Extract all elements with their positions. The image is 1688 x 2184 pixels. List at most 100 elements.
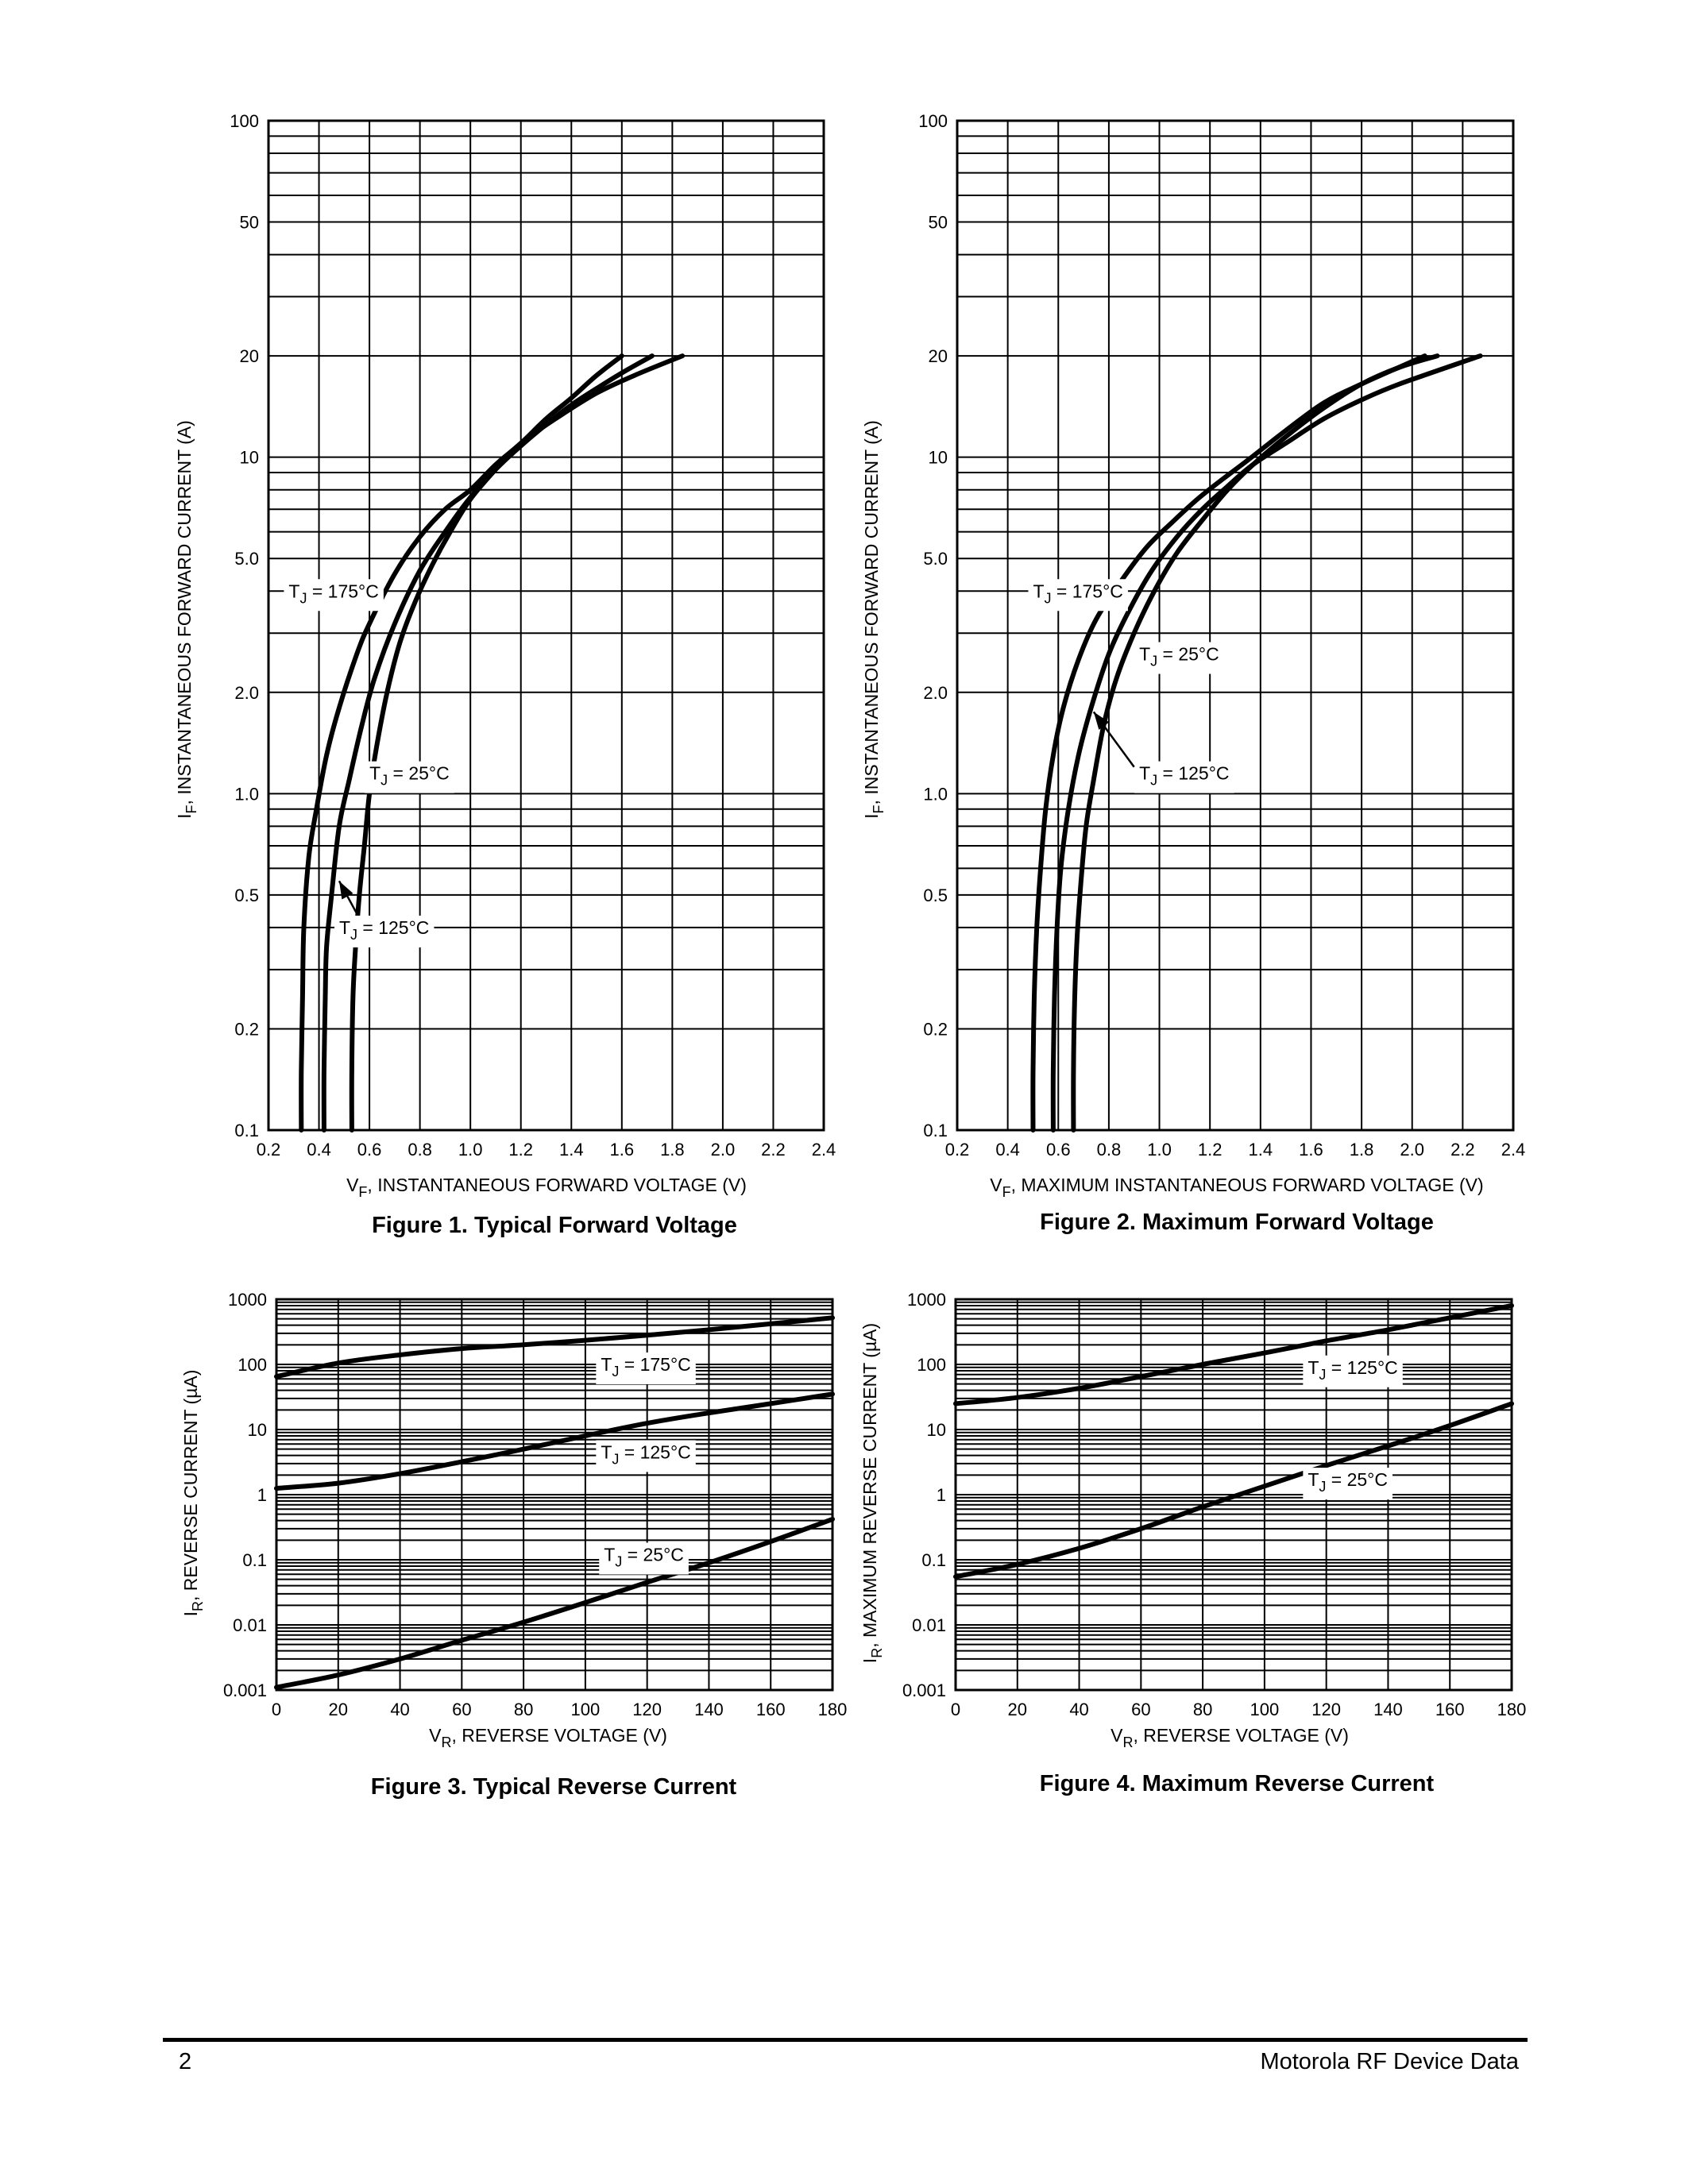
fig4-x-tick-label: 0 bbox=[951, 1700, 960, 1719]
fig2-x-tick-label: 2.4 bbox=[1501, 1140, 1526, 1160]
fig4-series-label-bg-0 bbox=[1303, 1355, 1403, 1387]
fig2-x-tick-label: 2.0 bbox=[1400, 1140, 1424, 1160]
fig3-x-tick-label: 0 bbox=[272, 1700, 281, 1719]
fig3-y-axis-label: IR, REVERSE CURRENT (µA) bbox=[180, 1370, 206, 1617]
fig2-y-tick-label: 5.0 bbox=[923, 549, 948, 569]
fig2-y-tick-label: 100 bbox=[918, 111, 948, 131]
fig4-x-tick-label: 40 bbox=[1069, 1700, 1088, 1719]
fig1-x-tick-label: 0.2 bbox=[257, 1140, 281, 1160]
fig4-x-tick-label: 20 bbox=[1008, 1700, 1027, 1719]
fig1-y-tick-label: 50 bbox=[240, 213, 259, 233]
fig2-x-tick-label: 1.6 bbox=[1299, 1140, 1323, 1160]
fig3-x-tick-label: 40 bbox=[390, 1700, 409, 1719]
fig2-x-axis-label: VF, MAXIMUM INSTANTANEOUS FORWARD VOLTAG… bbox=[990, 1175, 1483, 1200]
fig1-x-tick-label: 0.6 bbox=[357, 1140, 382, 1160]
fig1-series-label-bg-1 bbox=[334, 915, 435, 947]
fig1-y-tick-label: 5.0 bbox=[234, 549, 259, 569]
fig1-plot-area bbox=[268, 121, 824, 1130]
fig4-series-line-1 bbox=[953, 1401, 1514, 1580]
fig2-x-tick-label: 0.6 bbox=[1046, 1140, 1071, 1160]
fig4-y-tick-label: 1 bbox=[937, 1485, 946, 1505]
fig4-y-axis-label: IR, MAXIMUM REVERSE CURRENT (µA) bbox=[859, 1323, 885, 1663]
fig2-series-label-bg-2 bbox=[1134, 761, 1234, 793]
fig1-arrow-head-1 bbox=[338, 881, 353, 900]
fig2-series-line-2 bbox=[1050, 353, 1483, 1133]
fig3-x-tick-label: 120 bbox=[632, 1700, 662, 1719]
fig2-x-tick-label: 0.4 bbox=[995, 1140, 1020, 1160]
fig1-series-line-0 bbox=[299, 353, 624, 1133]
fig4-y-tick-label: 1000 bbox=[907, 1290, 946, 1310]
fig2-y-tick-label: 0.5 bbox=[923, 886, 948, 905]
fig3-x-tick-label: 80 bbox=[514, 1700, 533, 1719]
fig4-y-tick-label: 100 bbox=[917, 1355, 946, 1375]
fig2-arrow-head-2 bbox=[1093, 712, 1110, 730]
fig2-x-tick-label: 2.2 bbox=[1450, 1140, 1475, 1160]
fig1-x-tick-label: 1.2 bbox=[508, 1140, 533, 1160]
fig1-x-tick-label: 1.0 bbox=[458, 1140, 483, 1160]
page-number: 2 bbox=[179, 2049, 192, 2074]
fig4-x-tick-label: 120 bbox=[1311, 1700, 1341, 1719]
fig4-series-line-0 bbox=[953, 1302, 1514, 1406]
fig4-x-axis-label: VR, REVERSE VOLTAGE (V) bbox=[1111, 1725, 1349, 1750]
fig3-series-label-1: TJ = 125°C bbox=[601, 1441, 690, 1467]
fig2-plot-area bbox=[957, 121, 1513, 1130]
fig4-x-tick-label: 60 bbox=[1131, 1700, 1150, 1719]
fig4-x-tick-label: 80 bbox=[1193, 1700, 1212, 1719]
fig2-series-label-bg-0 bbox=[1028, 579, 1128, 612]
fig3-series-line-1 bbox=[274, 1391, 835, 1491]
fig3-x-tick-label: 140 bbox=[694, 1700, 724, 1719]
fig1-y-tick-label: 10 bbox=[240, 448, 259, 468]
fig2-y-tick-label: 50 bbox=[929, 213, 948, 233]
fig2-series-label-bg-1 bbox=[1134, 642, 1224, 674]
fig4-y-tick-label: 0.01 bbox=[912, 1615, 946, 1635]
fig2-y-tick-label: 1.0 bbox=[923, 784, 948, 804]
fig2-x-tick-label: 1.2 bbox=[1198, 1140, 1223, 1160]
fig1-x-tick-label: 0.8 bbox=[408, 1140, 432, 1160]
fig2-y-axis-label: IF, INSTANTANEOUS FORWARD CURRENT (A) bbox=[861, 420, 886, 819]
fig4-caption: Figure 4. Maximum Reverse Current bbox=[1040, 1771, 1435, 1796]
fig3-x-tick-label: 100 bbox=[571, 1700, 601, 1719]
fig2-y-tick-label: 20 bbox=[929, 346, 948, 366]
fig4-series-label-1: TJ = 25°C bbox=[1308, 1469, 1388, 1495]
fig1-frame bbox=[267, 119, 825, 1132]
fig2-series-line-1 bbox=[1071, 353, 1440, 1133]
fig2-y-tick-label: 0.1 bbox=[923, 1121, 948, 1140]
fig4-frame bbox=[954, 1298, 1513, 1692]
fig4-x-tick-label: 140 bbox=[1373, 1700, 1403, 1719]
fig2-y-tick-label: 10 bbox=[929, 448, 948, 468]
fig2-caption: Figure 2. Maximum Forward Voltage bbox=[1040, 1210, 1434, 1235]
fig3-y-tick-label: 1000 bbox=[228, 1290, 267, 1310]
fig1-y-tick-label: 1.0 bbox=[234, 784, 259, 804]
fig3-x-tick-label: 60 bbox=[452, 1700, 471, 1719]
fig4-series-label-0: TJ = 125°C bbox=[1308, 1357, 1397, 1383]
fig1-y-tick-label: 0.2 bbox=[234, 1019, 259, 1039]
fig3-x-axis-label: VR, REVERSE VOLTAGE (V) bbox=[429, 1725, 667, 1750]
fig3-y-tick-label: 0.1 bbox=[242, 1550, 267, 1570]
fig2-y-tick-label: 0.2 bbox=[923, 1019, 948, 1039]
fig4-y-tick-label: 0.001 bbox=[902, 1680, 946, 1700]
fig3-y-tick-label: 100 bbox=[238, 1355, 267, 1375]
fig4-x-tick-label: 180 bbox=[1497, 1700, 1527, 1719]
fig2-x-tick-label: 0.2 bbox=[945, 1140, 970, 1160]
fig3-series-line-2 bbox=[274, 1516, 835, 1690]
fig4-x-tick-label: 100 bbox=[1250, 1700, 1280, 1719]
fig3-series-label-bg-1 bbox=[596, 1440, 696, 1472]
fig4-y-tick-label: 10 bbox=[927, 1420, 946, 1440]
fig3-chart: 0.001 0.01 0.1 1 10 100 1000 0 20 40 60 80 100 120 140… bbox=[180, 1290, 847, 1800]
fig2-series-label-2: TJ = 125°C bbox=[1139, 763, 1229, 789]
fig1-y-tick-label: 100 bbox=[230, 111, 259, 131]
fig1-y-tick-label: 0.1 bbox=[234, 1121, 259, 1140]
fig1-y-tick-label: 20 bbox=[240, 346, 259, 366]
fig3-series-label-bg-2 bbox=[599, 1542, 689, 1575]
fig1-x-tick-label: 1.4 bbox=[559, 1140, 584, 1160]
fig1-x-tick-label: 2.2 bbox=[761, 1140, 786, 1160]
fig4-x-tick-label: 160 bbox=[1435, 1700, 1465, 1719]
footer-source: Motorola RF Device Data bbox=[1260, 2049, 1519, 2074]
fig4-y-tick-label: 0.1 bbox=[921, 1550, 946, 1570]
fig1-series-label-0: TJ = 175°C bbox=[288, 581, 378, 606]
fig3-x-tick-label: 160 bbox=[756, 1700, 786, 1719]
